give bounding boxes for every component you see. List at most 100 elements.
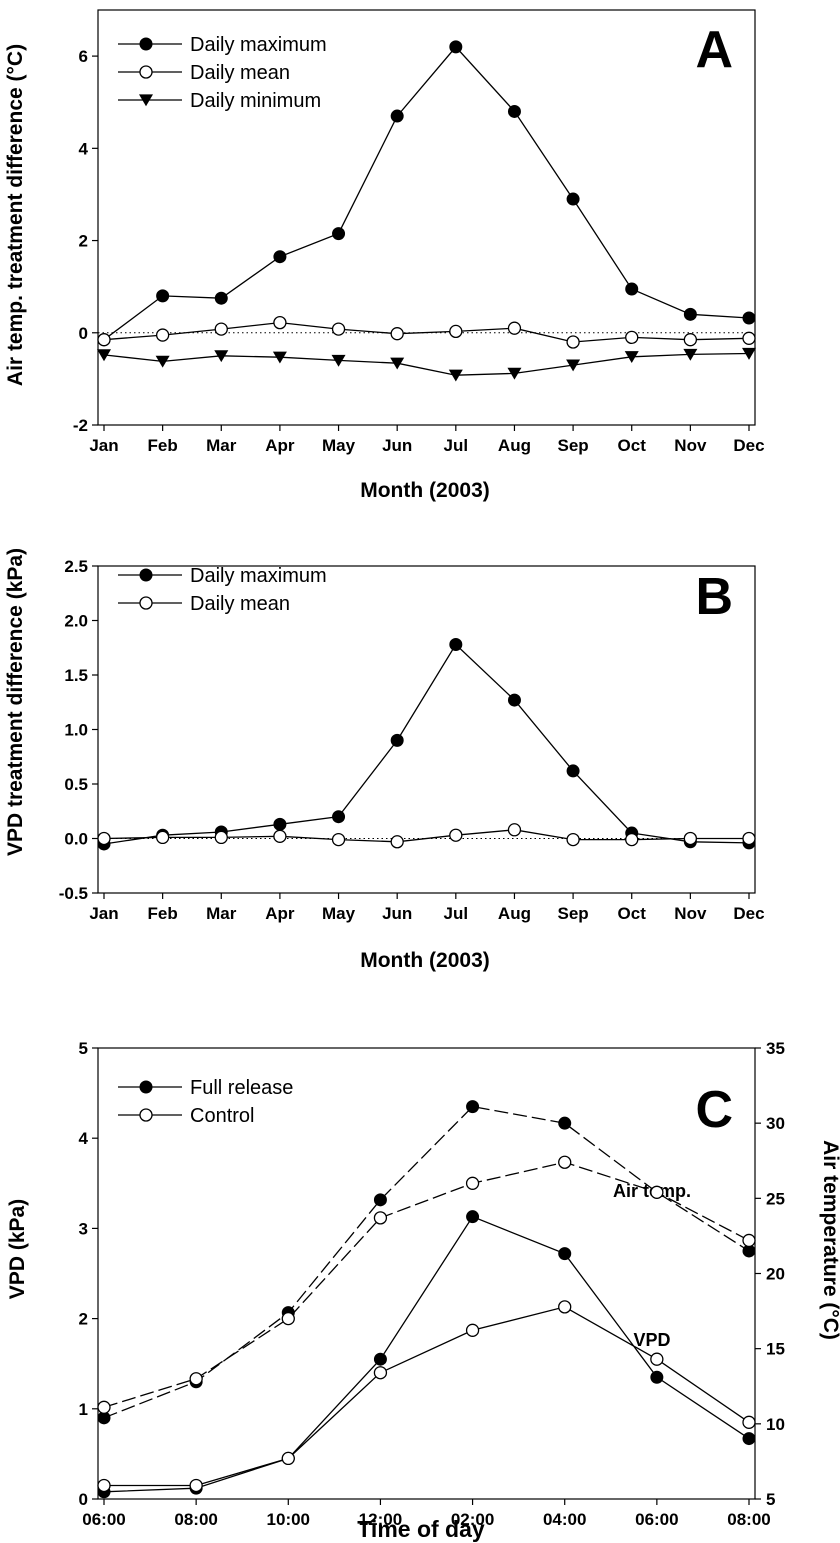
- data-point-vpd-full-release: [373, 1352, 387, 1366]
- data-point-daily-mean: [683, 333, 698, 347]
- x-tick-label: Sep: [557, 436, 588, 455]
- y2-tick-label: 10: [766, 1415, 785, 1434]
- y2-tick-label: 35: [766, 1039, 785, 1058]
- x-tick-label: 08:00: [174, 1510, 217, 1529]
- data-point-daily-mean: [97, 333, 111, 347]
- x-tick-label: Feb: [148, 436, 178, 455]
- legend-label: Daily maximum: [190, 34, 327, 56]
- data-point-daily-maximum: [683, 307, 697, 321]
- legend-label: Daily minimum: [190, 90, 321, 112]
- y-tick-label: 2.5: [64, 557, 88, 576]
- x-tick-label: Oct: [618, 436, 647, 455]
- data-point-vpd-full-release: [650, 1370, 664, 1384]
- x-tick-label: Jun: [382, 436, 412, 455]
- x-tick-label: Dec: [733, 904, 764, 923]
- x-tick-label: Apr: [265, 436, 295, 455]
- data-point-air-temp--full-release: [466, 1100, 480, 1114]
- y-tick-label: 2: [79, 1310, 88, 1329]
- data-point-daily-mean: [449, 828, 463, 842]
- x-tick-label: 06:00: [82, 1510, 125, 1529]
- x-tick-label: Mar: [206, 904, 237, 923]
- data-point-air-temp--control: [373, 1211, 388, 1225]
- data-point-daily-mean: [214, 322, 228, 336]
- data-point-daily-mean: [155, 830, 170, 845]
- data-point-daily-mean: [214, 830, 228, 845]
- data-point-vpd-control: [189, 1478, 203, 1493]
- data-point-daily-mean: [625, 330, 639, 345]
- x-tick-label: Jun: [382, 904, 412, 923]
- legend-label: Daily mean: [190, 593, 290, 615]
- data-point-daily-mean: [331, 832, 346, 847]
- data-point-daily-maximum: [625, 282, 639, 296]
- data-point-daily-minimum: [97, 349, 111, 362]
- data-point-daily-maximum: [449, 40, 463, 54]
- y2-tick-label: 5: [766, 1490, 775, 1509]
- legend-label: Daily maximum: [190, 565, 327, 587]
- y-tick-label: 3: [79, 1219, 88, 1238]
- data-point-daily-maximum: [449, 637, 463, 651]
- data-point-vpd-control: [558, 1300, 572, 1314]
- panel-b-x-axis-label: Month (2003): [360, 949, 490, 972]
- x-tick-label: 10:00: [267, 1510, 310, 1529]
- panel-c-y-axis-label: VPD (kPa): [6, 1199, 29, 1299]
- data-point-air-temp--control: [97, 1400, 111, 1414]
- data-point-daily-mean: [742, 831, 756, 846]
- x-tick-label: 04:00: [543, 1510, 586, 1529]
- series-line-daily-mean: [103, 321, 750, 343]
- data-point-air-temp--control: [650, 1185, 664, 1199]
- series-line-air-temp--full-release: [103, 1105, 750, 1419]
- data-point-daily-minimum: [507, 367, 522, 380]
- legend-marker: [139, 37, 153, 51]
- data-point-vpd-control: [742, 1415, 756, 1429]
- y-tick-label: 1: [79, 1400, 88, 1419]
- y2-tick-label: 20: [766, 1265, 785, 1284]
- data-point-daily-maximum: [507, 693, 521, 707]
- data-point-daily-minimum: [742, 347, 756, 360]
- data-point-daily-mean: [449, 324, 463, 339]
- data-point-air-temp--full-release: [373, 1193, 387, 1207]
- panel-c-vpd-annotation: VPD: [633, 1330, 670, 1350]
- panel-a-y-axis-label: Air temp. treatment difference (°C): [4, 44, 27, 386]
- data-point-air-temp--full-release: [558, 1116, 572, 1130]
- data-point-daily-mean: [625, 832, 639, 847]
- x-tick-label: 06:00: [635, 1510, 678, 1529]
- data-point-vpd-full-release: [466, 1210, 480, 1224]
- x-tick-label: Jan: [89, 904, 118, 923]
- data-point-daily-maximum: [273, 250, 287, 264]
- x-tick-label: Jul: [444, 436, 469, 455]
- y2-tick-label: 15: [766, 1340, 785, 1359]
- data-point-daily-mean: [507, 823, 522, 837]
- data-point-daily-maximum: [273, 817, 287, 831]
- data-point-daily-mean: [97, 831, 111, 846]
- x-tick-label: 02:00: [451, 1510, 494, 1529]
- data-point-daily-maximum: [742, 311, 756, 325]
- x-tick-label: Oct: [618, 904, 647, 923]
- series-line-daily-minimum: [103, 352, 750, 376]
- data-point-daily-maximum: [507, 104, 521, 118]
- y2-tick-label: 25: [766, 1189, 785, 1208]
- data-point-vpd-control: [373, 1366, 388, 1380]
- panel-c-y2-axis-label: Air temperature (°C): [819, 1140, 840, 1340]
- data-point-daily-minimum: [214, 350, 229, 363]
- y-tick-label: -2: [73, 416, 88, 435]
- data-point-vpd-control: [650, 1352, 664, 1366]
- data-point-air-temp--control: [558, 1155, 572, 1169]
- legend-label: Daily mean: [190, 62, 290, 84]
- y-tick-label: 4: [79, 139, 89, 158]
- y-tick-label: 1.5: [64, 666, 88, 685]
- data-point-daily-mean: [331, 322, 346, 336]
- data-point-daily-maximum: [566, 192, 580, 206]
- data-point-daily-maximum: [566, 764, 580, 778]
- series-line-daily-maximum: [103, 45, 750, 341]
- data-point-air-temp--control: [189, 1372, 203, 1386]
- y-tick-label: -0.5: [59, 884, 88, 903]
- legend-marker: [139, 94, 153, 107]
- data-point-daily-mean: [742, 331, 756, 345]
- data-point-daily-mean: [273, 315, 287, 330]
- data-point-daily-minimum: [566, 359, 581, 372]
- x-tick-label: Apr: [265, 904, 295, 923]
- panel-b-chart: VPD treatment difference (kPa) Month (20…: [4, 548, 765, 972]
- y-tick-label: 0: [79, 324, 88, 343]
- x-tick-label: Sep: [557, 904, 588, 923]
